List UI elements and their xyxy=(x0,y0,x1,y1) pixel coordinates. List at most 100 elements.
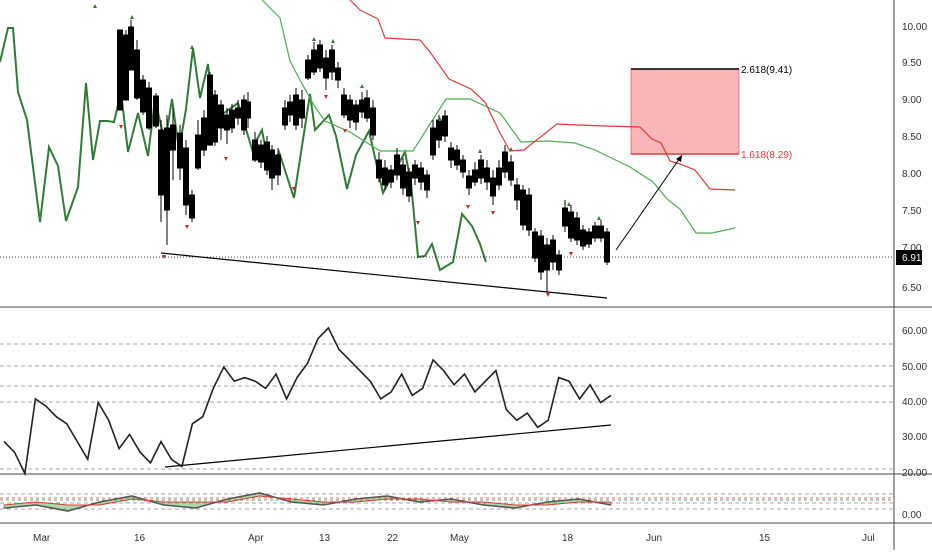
fractal-up-marker xyxy=(360,84,364,88)
candle-body xyxy=(224,114,230,131)
candle-body xyxy=(502,151,508,173)
candle-body xyxy=(229,109,235,129)
fractal-up-marker xyxy=(567,202,571,206)
time-label: 16 xyxy=(134,533,146,544)
candle-body xyxy=(454,149,460,166)
rsi-tick: 40.00 xyxy=(902,397,927,408)
candle-body xyxy=(335,67,341,81)
candle-body xyxy=(311,49,317,73)
candle-body xyxy=(317,44,323,69)
candle-body xyxy=(264,141,270,171)
candle-body xyxy=(364,97,370,119)
rsi-line xyxy=(3,326,612,477)
time-label: 18 xyxy=(562,533,574,544)
dark-green-indicator-line xyxy=(0,27,487,272)
oscillator-panel[interactable] xyxy=(0,492,894,512)
oscillator-axis[interactable]: 0.00 xyxy=(902,510,922,521)
candle-body xyxy=(140,79,146,113)
fractal-down-marker xyxy=(491,211,495,215)
rsi-tick: 30.00 xyxy=(902,432,927,443)
candle-body xyxy=(556,254,562,271)
candle-body xyxy=(329,49,335,73)
candle-body xyxy=(406,171,412,197)
candle-body xyxy=(117,29,123,111)
candle-body xyxy=(212,94,218,143)
candle-body xyxy=(412,164,418,179)
candle-body xyxy=(275,154,281,176)
candle-body xyxy=(323,57,329,79)
candle-body xyxy=(347,99,353,121)
candlesticks xyxy=(117,20,610,292)
rsi-tick: 50.00 xyxy=(902,362,927,373)
candle-body xyxy=(183,147,189,206)
candle-body xyxy=(189,194,195,219)
fractal-up-marker xyxy=(509,147,513,151)
candle-body xyxy=(282,107,288,126)
fractal-down-marker xyxy=(162,255,166,259)
candle-body xyxy=(592,225,598,239)
price-tick: 9.50 xyxy=(902,58,922,69)
candle-body xyxy=(195,134,201,169)
candle-body xyxy=(580,229,586,247)
fractal-down-marker xyxy=(119,125,123,129)
candle-body xyxy=(245,101,251,119)
candle-body xyxy=(201,117,207,151)
price-tick: 10.00 xyxy=(902,22,927,33)
candle-body xyxy=(472,169,478,183)
candle-body xyxy=(258,144,264,163)
price-tick: 8.00 xyxy=(902,169,922,180)
fractal-up-marker xyxy=(312,37,316,41)
candle-body xyxy=(496,167,502,186)
price-tick: 7.50 xyxy=(902,206,922,217)
candle-body xyxy=(128,26,134,71)
rsi-axis[interactable]: 60.00 50.00 40.00 30.00 20.00 xyxy=(902,326,927,479)
candle-body xyxy=(604,231,610,263)
price-tick: 6.50 xyxy=(902,283,922,294)
candle-body xyxy=(574,217,580,241)
fractal-down-marker xyxy=(343,129,347,133)
candle-body xyxy=(586,231,592,245)
candle-body xyxy=(170,124,176,151)
candle-body xyxy=(532,231,538,259)
fractal-markers xyxy=(93,4,601,297)
oscillator-tick: 0.00 xyxy=(902,510,922,521)
candle-body xyxy=(424,174,430,191)
time-axis[interactable]: Mar 16 Apr 13 22 May 18 Jun 15 Jul xyxy=(33,533,875,544)
fractal-up-marker xyxy=(597,216,601,220)
candle-body xyxy=(484,167,490,183)
candle-body xyxy=(269,149,275,179)
candle-body xyxy=(146,87,152,129)
candle-body xyxy=(207,74,213,146)
candle-body xyxy=(252,139,258,161)
candle-body xyxy=(376,159,382,179)
fractal-up-marker xyxy=(478,149,482,153)
fractal-down-marker xyxy=(466,205,470,209)
time-label: 13 xyxy=(319,533,331,544)
target-zone-box xyxy=(630,68,740,155)
fractal-up-marker xyxy=(438,117,442,121)
fractal-down-marker xyxy=(546,293,550,297)
candle-body xyxy=(177,132,183,169)
rsi-tick: 60.00 xyxy=(902,326,927,337)
fractal-down-marker xyxy=(324,95,328,99)
price-axis[interactable]: 10.00 9.50 9.00 8.50 8.00 7.50 7.00 6.50… xyxy=(896,22,927,294)
candle-body xyxy=(400,164,406,189)
candle-body xyxy=(436,119,442,141)
price-tick: 8.50 xyxy=(902,132,922,143)
rsi-panel[interactable] xyxy=(0,326,894,477)
candle-body xyxy=(158,129,164,196)
candle-body xyxy=(299,99,305,119)
candle-body xyxy=(442,115,448,137)
last-price-badge xyxy=(896,250,922,265)
fractal-down-marker xyxy=(292,187,296,191)
candle-body xyxy=(430,127,436,156)
candle-body xyxy=(448,147,454,161)
candle-body xyxy=(359,99,365,113)
price-panel[interactable]: 2.618(9.41) 1.618(8.29) xyxy=(0,0,894,299)
fractal-down-marker xyxy=(224,157,228,161)
rsi-tick: 20.00 xyxy=(902,468,927,479)
candle-body xyxy=(538,235,544,273)
fractal-up-marker xyxy=(93,4,97,8)
